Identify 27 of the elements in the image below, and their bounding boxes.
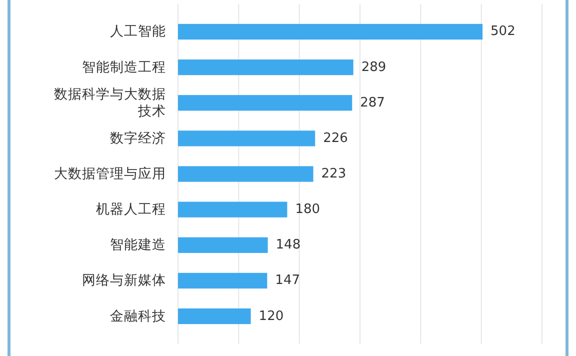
bar: [178, 308, 251, 324]
y-tick-label: 智能建造: [110, 237, 166, 254]
y-tick-label: 数据科学与大数据技术: [54, 86, 166, 120]
bar: [178, 95, 352, 111]
data-label: 289: [361, 60, 386, 75]
data-label: 147: [275, 273, 300, 288]
y-tick-label: 金融科技: [110, 308, 166, 324]
data-label: 226: [323, 130, 348, 146]
bar: [178, 166, 314, 182]
bar: [178, 59, 354, 76]
y-tick-label: 网络与新媒体: [82, 272, 166, 289]
data-label: 148: [276, 238, 301, 253]
y-tick-label: 智能制造工程: [82, 59, 166, 76]
y-tick-label: 人工智能: [110, 24, 166, 40]
y-tick-label: 数字经济: [110, 130, 166, 146]
y-tick-label: 大数据管理与应用: [54, 166, 166, 182]
bar: [178, 237, 268, 253]
data-label: 180: [295, 202, 320, 218]
data-label: 120: [258, 308, 284, 324]
bar: [178, 24, 483, 40]
bar: [178, 130, 316, 146]
data-label: 502: [490, 24, 516, 40]
bar: [178, 202, 288, 218]
data-label: 287: [360, 95, 385, 110]
bar: [178, 272, 268, 289]
y-tick-label: 机器人工程: [96, 202, 166, 218]
data-label: 223: [321, 166, 346, 182]
